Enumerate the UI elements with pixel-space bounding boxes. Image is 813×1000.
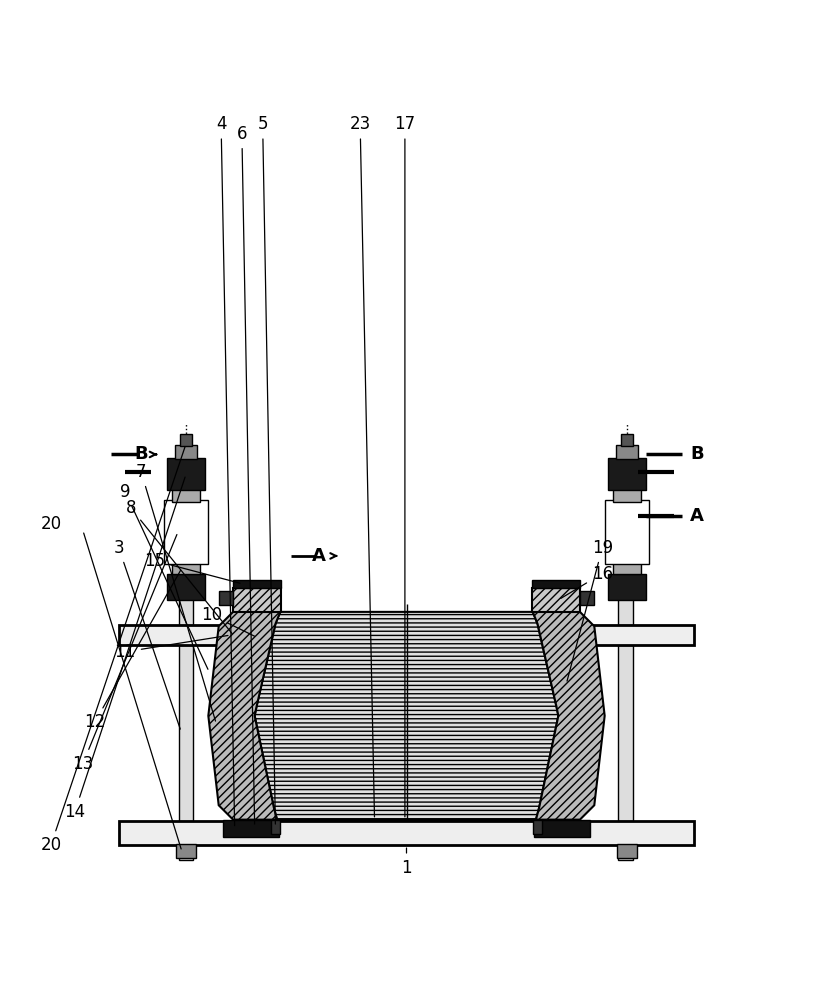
- Bar: [532, 588, 580, 612]
- Bar: [618, 645, 633, 821]
- Text: 3: 3: [114, 539, 180, 729]
- Polygon shape: [208, 612, 280, 820]
- Text: 10: 10: [201, 606, 254, 636]
- Text: 15: 15: [144, 552, 240, 583]
- Text: 17: 17: [394, 115, 415, 817]
- Bar: [179, 845, 193, 860]
- Text: 23: 23: [350, 115, 375, 817]
- Text: 14: 14: [64, 477, 185, 821]
- Bar: [613, 489, 641, 502]
- Bar: [180, 434, 193, 446]
- Text: 9: 9: [120, 483, 208, 669]
- Text: 7: 7: [136, 463, 215, 721]
- Bar: [620, 434, 633, 446]
- Bar: [223, 820, 279, 837]
- Text: 20: 20: [41, 515, 62, 533]
- Text: 1: 1: [401, 848, 412, 877]
- Bar: [119, 821, 694, 845]
- Text: B: B: [690, 445, 704, 463]
- Text: 13: 13: [72, 535, 177, 773]
- Text: B: B: [134, 445, 148, 463]
- Text: 4: 4: [216, 115, 235, 826]
- Bar: [176, 844, 196, 858]
- Polygon shape: [533, 612, 605, 820]
- Text: 20: 20: [41, 447, 185, 854]
- Bar: [617, 844, 637, 858]
- Text: A: A: [311, 547, 325, 565]
- Bar: [605, 500, 650, 564]
- Bar: [172, 562, 200, 574]
- Bar: [179, 645, 193, 821]
- Bar: [616, 445, 638, 459]
- Text: 6: 6: [237, 125, 254, 824]
- Bar: [618, 845, 633, 860]
- Bar: [179, 577, 193, 625]
- Bar: [119, 625, 694, 645]
- Bar: [167, 458, 205, 490]
- Bar: [608, 458, 646, 490]
- Bar: [167, 574, 205, 600]
- Bar: [608, 574, 646, 600]
- Text: 16: 16: [561, 565, 613, 598]
- Text: 11: 11: [115, 635, 228, 661]
- Text: A: A: [690, 507, 704, 525]
- Bar: [233, 580, 281, 588]
- Polygon shape: [254, 612, 559, 820]
- Text: 19: 19: [567, 539, 613, 681]
- Bar: [219, 591, 233, 605]
- Bar: [172, 489, 200, 502]
- Text: 8: 8: [125, 499, 233, 634]
- Text: 5: 5: [258, 115, 276, 824]
- Bar: [580, 591, 594, 605]
- Bar: [175, 445, 197, 459]
- Bar: [618, 577, 633, 625]
- Text: 12: 12: [85, 570, 180, 731]
- Bar: [533, 820, 542, 834]
- Bar: [233, 588, 281, 612]
- Bar: [271, 820, 280, 834]
- Bar: [613, 562, 641, 574]
- Bar: [534, 820, 590, 837]
- Bar: [532, 580, 580, 588]
- Bar: [163, 500, 208, 564]
